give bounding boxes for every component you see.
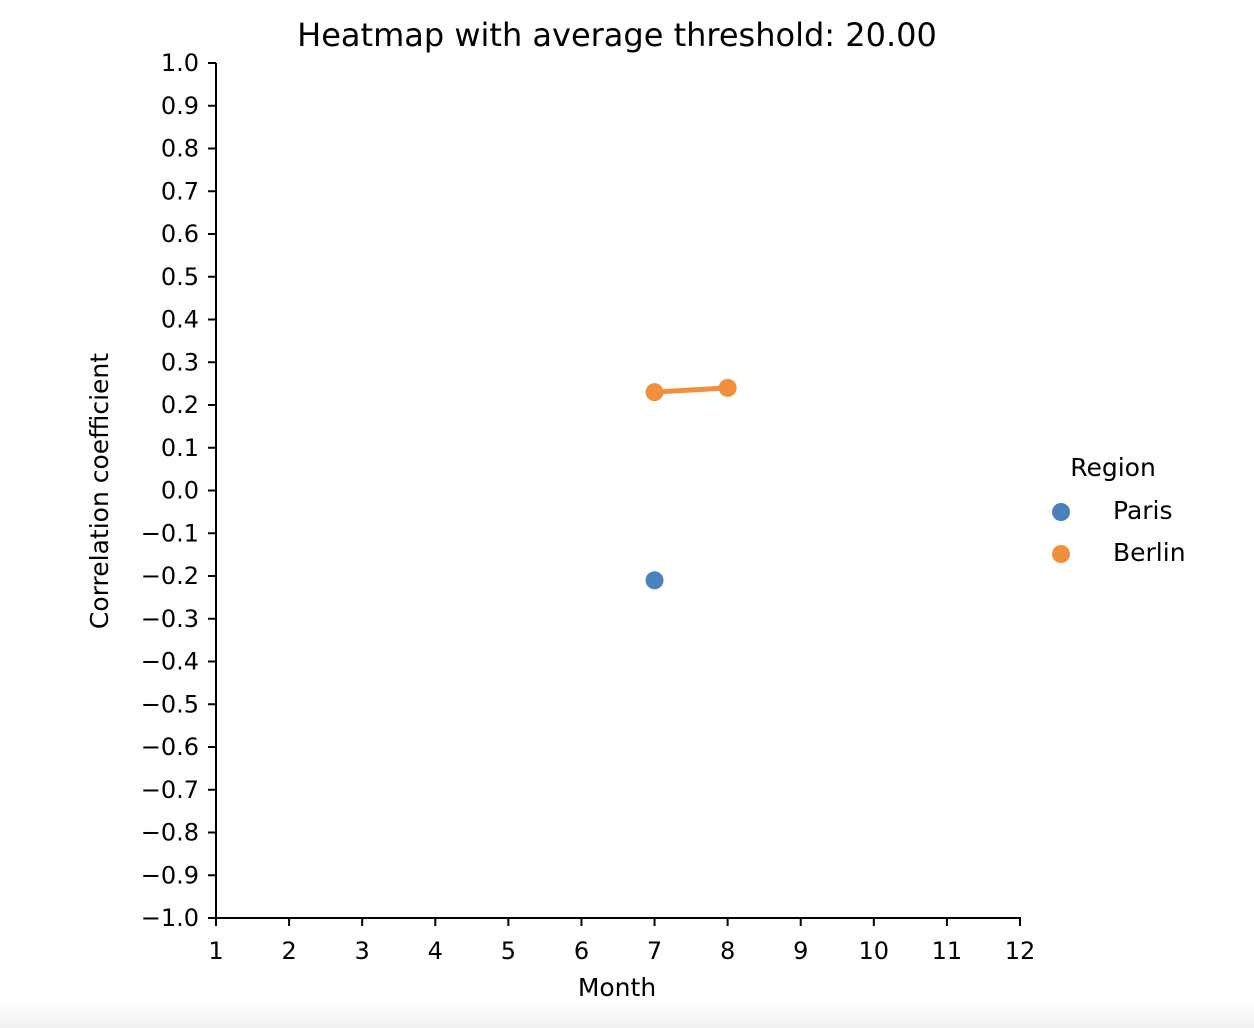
legend: Region Paris Berlin [1052,453,1186,567]
y-tick-label: −0.7 [141,776,199,804]
x-tick-label: 6 [574,937,589,965]
legend-label-paris: Paris [1113,496,1173,525]
y-tick-label: −0.3 [141,605,199,633]
x-tick-label: 2 [281,937,296,965]
series-line-berlin [652,385,731,395]
x-tick-label: 10 [859,937,890,965]
y-tick-label: 1.0 [161,49,199,77]
data-point-paris [645,571,664,590]
y-tick-label: −0.4 [141,648,199,676]
x-tick-label: 12 [1005,937,1036,965]
y-tick-label: −1.0 [141,904,199,932]
y-tick-label: 0.1 [161,434,199,462]
legend-marker-berlin [1052,545,1070,563]
y-tick-label: 0.5 [161,263,199,291]
y-tick-label: 0.8 [161,135,199,163]
x-tick-label: 7 [647,937,662,965]
x-tick-label: 1 [208,937,223,965]
y-tick-label: −0.5 [141,690,199,718]
bottom-shadow [0,1002,1254,1028]
y-tick-label: −0.1 [141,519,199,547]
x-tick-label: 9 [793,937,808,965]
x-tick-label: 8 [720,937,735,965]
y-tick-label: 0.7 [161,177,199,205]
y-tick-label: 0.3 [161,348,199,376]
y-tick-label: 0.9 [161,92,199,120]
y-tick-label: −0.2 [141,562,199,590]
legend-label-berlin: Berlin [1113,538,1186,567]
y-tick-label: −0.6 [141,733,199,761]
y-axis-label: Correlation coefficient [85,353,114,629]
data-point-berlin [645,383,664,402]
x-tick-label: 5 [501,937,516,965]
data-point-berlin [718,378,737,397]
x-tick-label: 4 [428,937,443,965]
x-tick-label: 11 [932,937,963,965]
y-tick-label: 0.2 [161,391,199,419]
legend-marker-paris [1052,503,1070,521]
y-tick-label: 0.4 [161,306,199,334]
y-tick-label: −0.8 [141,819,199,847]
chart-title: Heatmap with average threshold: 20.00 [297,16,937,54]
legend-title: Region [1070,453,1156,482]
plot-area [645,378,737,590]
y-axis: 1.0 0.9 0.8 0.7 0.6 0.5 0.4 0.3 0.2 0.1 0.0 −0.1 −0.… [141,49,216,932]
y-tick-label: −0.9 [141,861,199,889]
x-axis-label: Month [578,973,656,1002]
x-tick-label: 3 [355,937,370,965]
y-tick-label: 0.0 [161,477,199,505]
y-tick-label: 0.6 [161,220,199,248]
x-axis: 1 2 3 4 5 6 7 8 9 10 11 12 [208,918,1035,965]
